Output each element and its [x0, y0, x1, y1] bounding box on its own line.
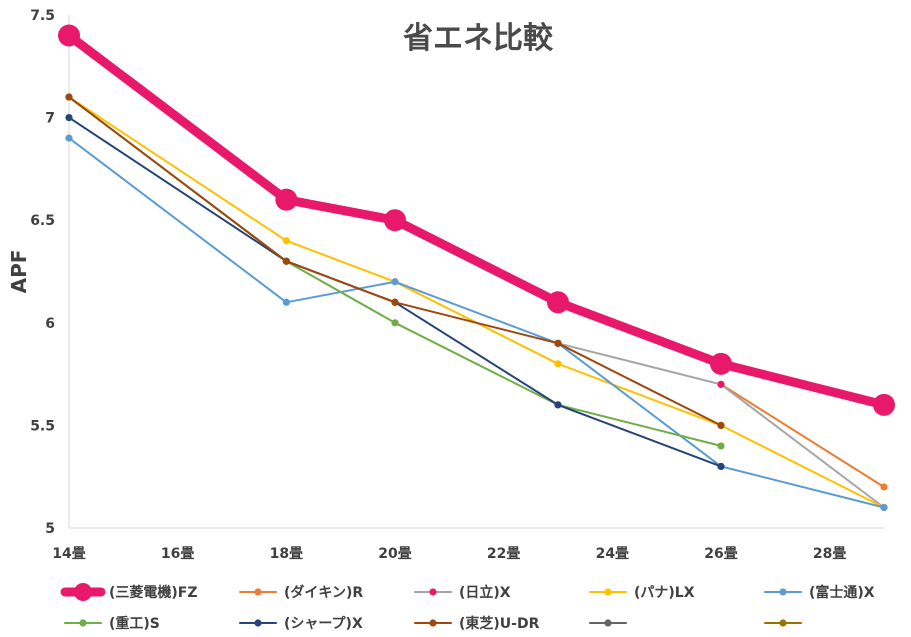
legend-item[interactable]: (東芝)U-DR — [414, 615, 540, 632]
series-6 — [65, 93, 725, 450]
data-point — [391, 298, 399, 306]
y-tick-label: 7.5 — [30, 8, 55, 24]
data-point — [554, 360, 562, 368]
series-7 — [65, 114, 725, 471]
data-point — [282, 237, 290, 245]
legend-item[interactable] — [764, 619, 802, 627]
data-point — [554, 339, 562, 347]
data-point — [391, 319, 399, 327]
legend-swatch-marker — [254, 619, 262, 627]
legend-label: (三菱電機)FZ — [109, 584, 198, 601]
legend-item[interactable]: (重工)S — [64, 615, 160, 632]
data-point — [547, 291, 569, 314]
x-tick-label: 14畳 — [52, 546, 85, 562]
legend-swatch-marker — [779, 619, 787, 627]
y-tick-label: 7 — [45, 111, 55, 127]
x-tick-label: 24畳 — [596, 546, 629, 562]
series-line — [68, 96, 885, 509]
legend-label: (シャープ)X — [284, 616, 363, 632]
chart-title: 省エネ比較 — [403, 21, 554, 56]
data-point — [554, 401, 562, 409]
x-tick-label: 22畳 — [487, 546, 520, 562]
series-1 — [58, 24, 895, 416]
data-point — [880, 483, 888, 491]
legend-item[interactable]: (ダイキン)R — [239, 584, 363, 601]
legend-label: (東芝)U-DR — [459, 615, 540, 632]
series-line — [64, 31, 889, 410]
axes: 5 5.5 6 6.5 7 7.5 14畳 16畳 18畳 20畳 22畳 24畳 26畳 28畳 — [30, 8, 884, 562]
x-tick-label: 26畳 — [704, 546, 737, 562]
data-point — [710, 352, 732, 375]
data-point — [282, 257, 290, 265]
data-point — [384, 209, 406, 232]
legend-item[interactable]: (富士通)X — [764, 584, 875, 601]
data-point — [873, 393, 895, 416]
data-point — [717, 462, 725, 471]
series-line — [720, 383, 885, 488]
legend-swatch-marker — [74, 583, 92, 601]
data-point — [391, 278, 399, 286]
x-tick-label: 28畳 — [813, 546, 846, 562]
legend-label: (ダイキン)R — [284, 584, 363, 601]
series-4 — [65, 93, 888, 512]
legend-label: (日立)X — [459, 584, 511, 601]
data-point — [880, 503, 888, 512]
legend-item[interactable]: (パナ)LX — [589, 585, 695, 601]
legend-item[interactable]: (三菱電機)FZ — [60, 583, 198, 601]
data-point — [717, 421, 725, 429]
x-tick-label: 20畳 — [378, 546, 411, 562]
legend-label: (パナ)LX — [634, 585, 695, 601]
series-8 — [65, 93, 725, 429]
series-layer — [58, 24, 895, 512]
series-line — [68, 96, 722, 427]
data-point — [65, 114, 73, 122]
y-tick-label: 6.5 — [30, 213, 55, 229]
data-point — [282, 298, 290, 306]
data-point — [717, 380, 725, 388]
data-point — [58, 24, 80, 47]
legend-swatch-marker — [604, 619, 612, 627]
data-point — [717, 442, 725, 450]
y-tick-label: 5 — [45, 521, 55, 537]
x-tick-label: 18畳 — [270, 546, 303, 562]
legend-label: (富士通)X — [809, 584, 875, 601]
series-line — [68, 137, 885, 509]
y-tick-label: 6 — [45, 316, 55, 332]
legend-swatch-marker — [429, 619, 437, 627]
y-tick-label: 5.5 — [30, 418, 55, 434]
data-point — [65, 134, 73, 142]
y-axis-label: APF — [7, 250, 31, 294]
legend-item[interactable]: (シャープ)X — [239, 616, 363, 632]
data-point — [275, 188, 298, 211]
legend-swatch-marker — [429, 588, 437, 596]
legend-label: (重工)S — [109, 615, 160, 632]
legend-item[interactable]: (日立)X — [414, 584, 511, 601]
legend-swatch-marker — [79, 619, 87, 627]
x-tick-label: 16畳 — [161, 546, 194, 562]
legend-swatch-marker — [604, 588, 612, 596]
legend-swatch-marker — [254, 588, 262, 596]
legend-item[interactable] — [589, 619, 627, 627]
legend[interactable]: (三菱電機)FZ (ダイキン)R (日立)X (パナ)LX (富士通)X (重工)S (シャ… — [60, 583, 875, 632]
legend-swatch-marker — [779, 588, 787, 596]
data-point — [65, 93, 73, 101]
